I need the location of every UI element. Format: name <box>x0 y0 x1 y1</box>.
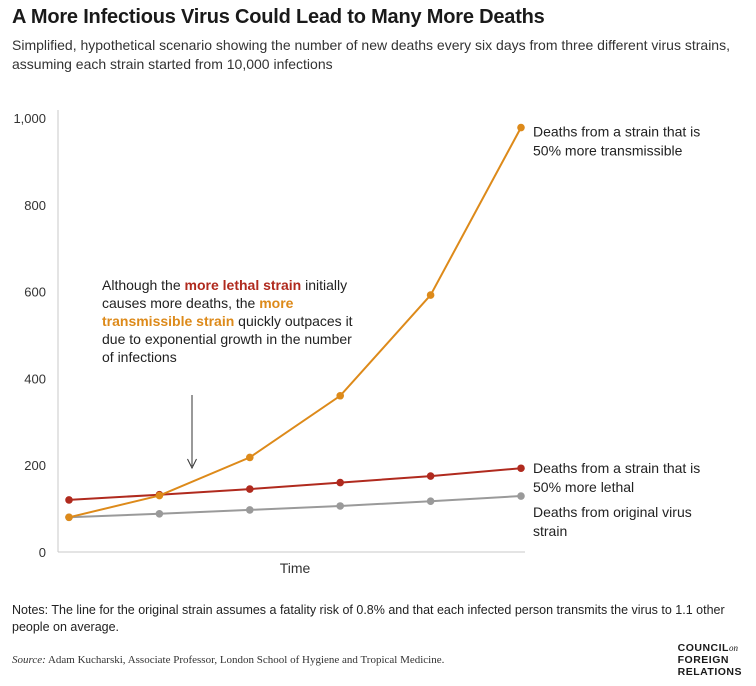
data-point <box>65 496 73 504</box>
series-label: 50% more lethal <box>533 479 634 495</box>
annotation-text: Although the more lethal strain initiall… <box>102 276 362 366</box>
data-point <box>65 513 73 522</box>
data-point <box>246 485 254 493</box>
logo-line3: RELATIONS <box>677 666 742 678</box>
chart-source: Source: Adam Kucharski, Associate Profes… <box>12 654 444 666</box>
data-point <box>155 510 164 518</box>
data-point <box>426 497 435 506</box>
annotation-part2: initially causes more deaths, the <box>102 277 348 311</box>
logo-line2: FOREIGN <box>677 654 729 666</box>
series-label: Deaths from a strain that is <box>533 124 700 140</box>
chart-subtitle: Simplified, hypothetical scenario showin… <box>12 37 730 72</box>
series-line <box>68 127 522 519</box>
annotation-part1: Although the <box>102 277 185 293</box>
chart-notes: Notes: The line for the original strain … <box>12 603 725 634</box>
data-point <box>426 291 435 299</box>
data-point <box>246 453 254 462</box>
annotation-transmissible-phrase: more transmissible strain <box>102 295 294 329</box>
series-label: 50% more transmissible <box>533 143 683 159</box>
data-point <box>246 506 254 514</box>
series-label: strain <box>533 523 567 539</box>
y-tick-label: 200 <box>24 458 46 473</box>
logo-line1: COUNCIL <box>677 642 729 654</box>
data-point <box>517 492 525 500</box>
cfr-logo: COUNCILon FOREIGN RELATIONS <box>678 642 742 678</box>
annotation-arrow <box>187 395 197 470</box>
series-label: Deaths from original virus <box>533 504 692 520</box>
series-line <box>68 495 522 519</box>
annotation-part3: quickly outpaces it due to exponential g… <box>102 313 353 365</box>
y-tick-label: 800 <box>24 198 46 213</box>
data-point <box>155 491 164 500</box>
source-text: Adam Kucharski, Associate Professor, Lon… <box>45 654 445 666</box>
data-point <box>426 472 435 480</box>
logo-on: on <box>728 643 738 653</box>
series-line <box>68 467 522 501</box>
x-axis-label: Time <box>280 560 311 576</box>
data-point <box>517 123 525 132</box>
data-point <box>336 478 345 487</box>
data-point <box>336 502 345 510</box>
y-tick-label: 0 <box>39 545 46 560</box>
annotation-lethal-phrase: more lethal strain <box>184 277 302 293</box>
y-tick-label: 600 <box>24 285 46 300</box>
chart-title: A More Infectious Virus Could Lead to Ma… <box>12 6 545 28</box>
line-chart: 0 200 400 600 800 1,000 Deaths from a strain … <box>13 110 700 576</box>
source-label: Source: <box>12 654 46 666</box>
y-tick-label: 1,000 <box>13 111 46 126</box>
data-point <box>336 391 345 400</box>
y-tick-label: 400 <box>24 371 46 386</box>
data-point <box>517 464 525 473</box>
series-label: Deaths from a strain that is <box>533 460 700 476</box>
